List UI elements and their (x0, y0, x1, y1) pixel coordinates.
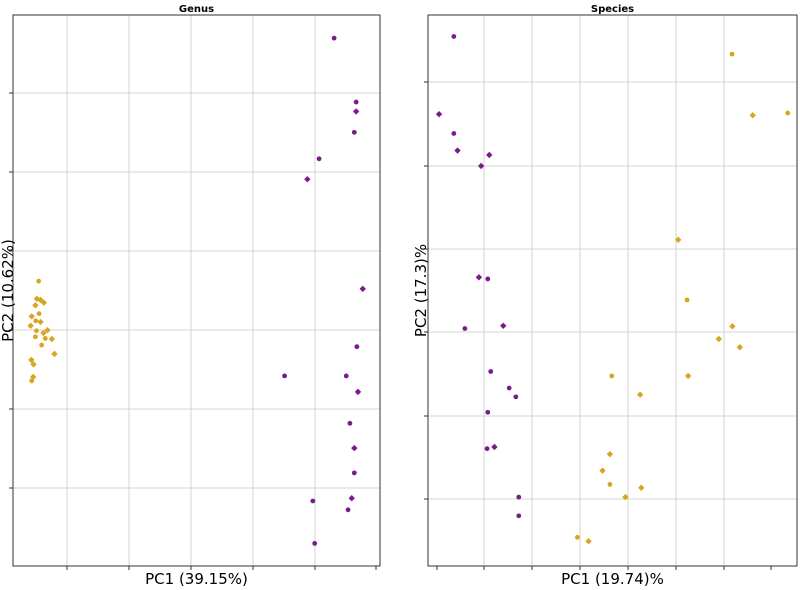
genus-point-series-1 (32, 302, 39, 309)
genus-point-series-2 (331, 35, 337, 41)
species-point-series-2 (486, 151, 493, 159)
genus-point-series-1 (37, 318, 44, 326)
genus-title: Genus (179, 4, 214, 15)
genus-point-series-1 (32, 334, 38, 340)
genus-point-series-2 (347, 420, 353, 426)
species-title: Species (591, 4, 634, 15)
species-point-series-1 (729, 323, 736, 330)
species-point-series-1 (599, 467, 606, 474)
genus-point-series-2 (359, 285, 366, 293)
genus-point-series-1 (33, 318, 39, 324)
genus-point-series-2 (352, 108, 360, 115)
genus-x-axis-label: PC1 (39.15%) (145, 570, 248, 588)
species-point-series-2 (451, 34, 457, 39)
genus-axes-frame (12, 14, 381, 567)
species-point-series-2 (435, 110, 443, 118)
genus-point-series-2 (348, 495, 355, 502)
genus-point-series-1 (34, 328, 39, 334)
species-y-axis-label: PC2 (17.3)% (412, 244, 430, 337)
species-point-series-2 (488, 369, 494, 374)
species-point-series-1 (622, 493, 629, 501)
species-point-series-1 (636, 391, 644, 398)
species-point-series-2 (516, 513, 522, 519)
genus-point-series-1 (28, 356, 35, 364)
species-point-series-2 (484, 446, 490, 452)
genus-point-series-2 (343, 373, 349, 379)
species-point-series-2 (500, 322, 507, 329)
species-point-series-1 (606, 450, 614, 458)
species-point-series-2 (454, 147, 461, 154)
genus-point-series-2 (351, 470, 357, 476)
species-panel: Species PC1 (19.74)% PC2 (17.3)% (412, 4, 798, 588)
species-point-series-2 (491, 443, 498, 451)
species-point-series-1 (684, 297, 690, 303)
genus-point-series-2 (353, 99, 359, 105)
species-point-series-2 (485, 276, 491, 282)
species-axes-frame (427, 14, 798, 567)
genus-grid (13, 15, 380, 566)
species-point-series-2 (485, 409, 491, 415)
genus-point-series-1 (28, 313, 35, 320)
species-point-series-1 (729, 51, 735, 57)
species-point-series-1 (674, 236, 682, 244)
genus-y-axis-label: PC2 (10.62%) (0, 239, 17, 342)
species-points (435, 34, 791, 545)
genus-point-series-2 (351, 129, 357, 135)
genus-point-series-2 (312, 541, 318, 546)
genus-point-series-2 (351, 444, 358, 452)
species-point-series-1 (684, 372, 692, 380)
genus-point-series-1 (29, 373, 37, 381)
species-x-axis-label: PC1 (19.74)% (561, 570, 664, 588)
genus-point-series-1 (36, 311, 42, 317)
genus-point-series-2 (354, 344, 360, 350)
species-point-series-1 (609, 373, 615, 379)
species-point-series-2 (475, 274, 483, 281)
genus-point-series-2 (345, 507, 351, 513)
species-point-series-1 (715, 335, 722, 343)
genus-point-series-1 (48, 335, 56, 343)
species-point-series-2 (516, 494, 522, 500)
genus-point-series-2 (304, 175, 311, 183)
species-point-series-2 (462, 326, 468, 331)
species-ticks (424, 81, 772, 570)
genus-point-series-1 (51, 350, 58, 358)
genus-point-series-1 (44, 326, 51, 334)
species-point-series-1 (785, 110, 791, 116)
species-grid (428, 15, 797, 566)
genus-point-series-2 (354, 388, 362, 396)
species-point-series-1 (585, 538, 592, 545)
species-point-series-1 (749, 112, 756, 119)
species-point-series-1 (736, 344, 744, 351)
genus-point-series-1 (39, 342, 45, 348)
genus-point-series-2 (282, 373, 287, 379)
species-point-series-2 (477, 162, 485, 170)
genus-points (27, 35, 366, 546)
species-point-series-1 (575, 534, 580, 540)
genus-point-series-1 (40, 329, 47, 337)
species-point-series-2 (451, 131, 457, 136)
genus-point-series-1 (29, 378, 35, 384)
species-point-series-1 (607, 482, 613, 487)
species-point-series-2 (513, 394, 519, 400)
genus-ticks (9, 92, 377, 570)
genus-point-series-1 (27, 322, 34, 329)
genus-point-series-1 (36, 278, 42, 284)
species-point-series-1 (638, 484, 645, 491)
genus-point-series-1 (30, 361, 37, 368)
genus-point-series-1 (42, 336, 48, 341)
genus-point-series-2 (316, 156, 322, 162)
genus-point-series-2 (310, 498, 316, 504)
genus-panel: Genus PC1 (39.15%) PC2 (10.62%) (0, 4, 381, 588)
genus-point-series-1 (40, 299, 48, 306)
species-point-series-2 (506, 385, 512, 391)
